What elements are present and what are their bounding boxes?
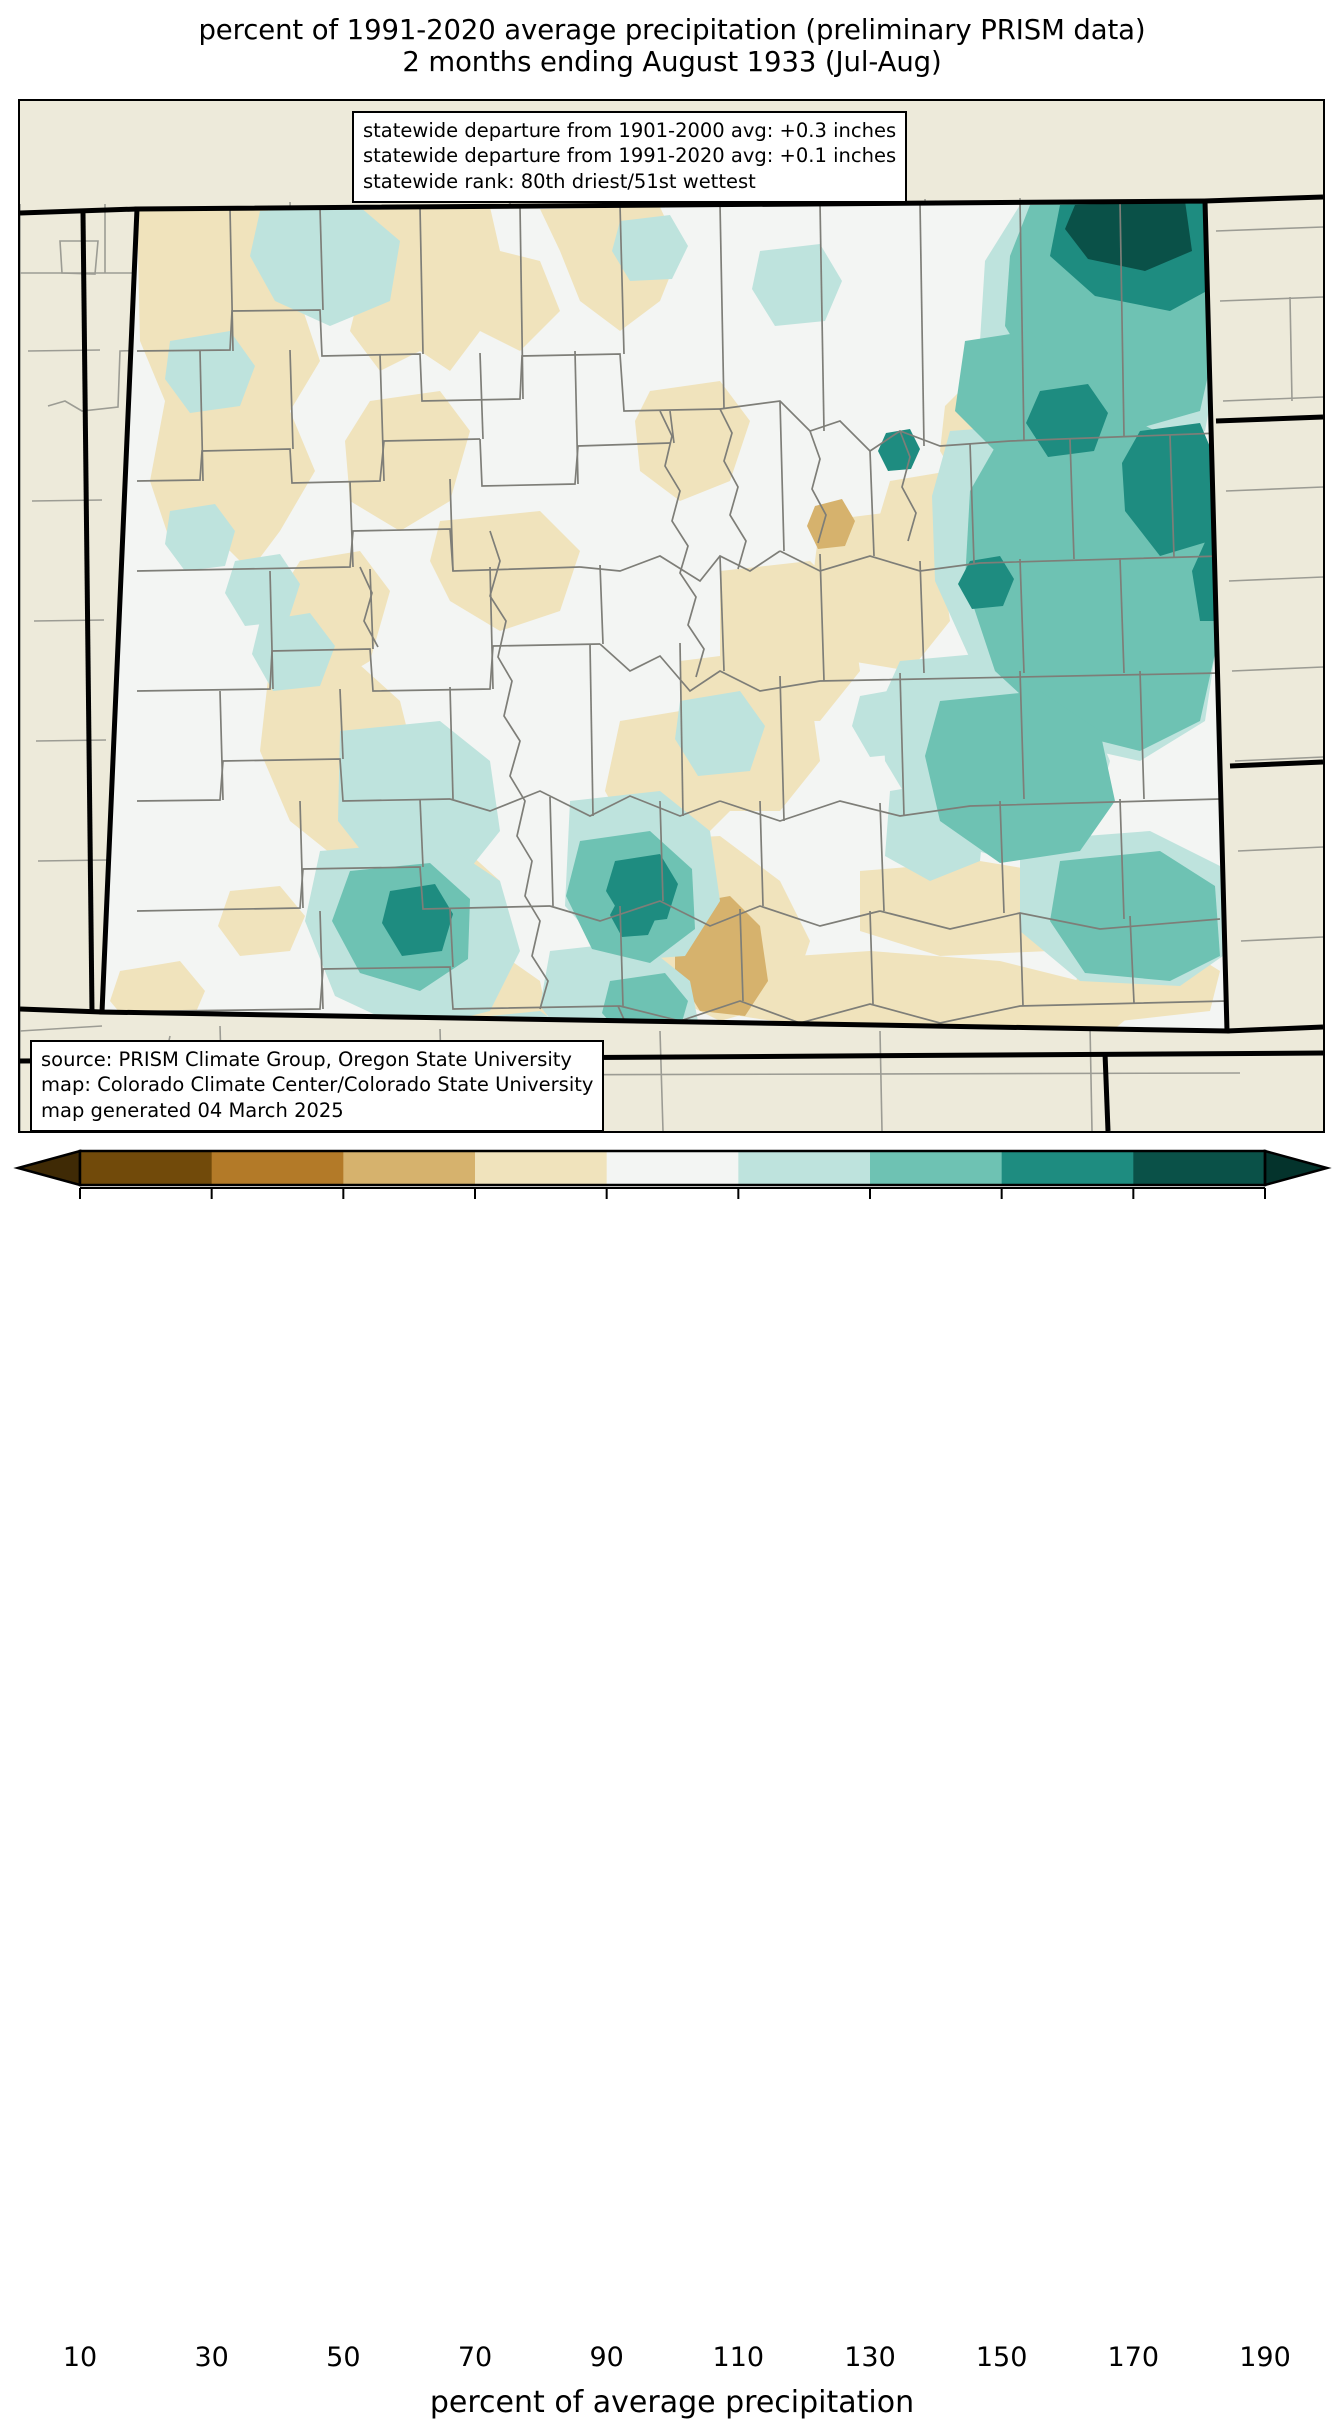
page-title: percent of 1991-2020 average precipitati… (0, 14, 1344, 79)
colorbar-band (343, 1151, 476, 1185)
colorbar-band (80, 1151, 213, 1185)
colorbar-tick-label: 190 (1239, 2342, 1291, 2373)
colorbar-band (475, 1151, 608, 1185)
map-credit-line: map: Colorado Climate Center/Colorado St… (41, 1073, 594, 1097)
contour-band-170-190 (1065, 201, 1192, 271)
colorbar-swatches (13, 1149, 1332, 1199)
colorbar-band (870, 1151, 1003, 1185)
colorbar-band-group (13, 1149, 1332, 1187)
colorbar-arrow-high (1263, 1149, 1332, 1187)
colorbar-outline (78, 1149, 1267, 1187)
stat-departure-1991-2020: statewide departure from 1991-2020 avg: … (363, 144, 897, 168)
colorbar-band (1133, 1151, 1266, 1185)
title-line-1: percent of 1991-2020 average precipitati… (198, 14, 1146, 46)
colorbar-tick-label: 90 (589, 2342, 624, 2373)
colorbar-tick-label: 30 (194, 2342, 229, 2373)
colorbar-band (738, 1151, 871, 1185)
colorbar-tick-label: 10 (62, 2342, 98, 2373)
colorbar-axis-label: percent of average precipitation (429, 2385, 915, 2420)
colorbar-tick-labels: 10 30 50 70 90 110 130 150 170 190 (0, 2342, 1344, 2378)
precipitation-contours (102, 201, 1227, 1031)
colorbar-arrow-low (13, 1149, 82, 1187)
colorbar-tick-label: 110 (712, 2342, 765, 2373)
stat-departure-1901-2000: statewide departure from 1901-2000 avg: … (363, 119, 897, 142)
county-boundaries (102, 201, 1227, 1031)
colorbar-tick-label: 50 (326, 2342, 361, 2373)
source-line: source: PRISM Climate Group, Oregon Stat… (41, 1048, 572, 1071)
map-frame[interactable] (18, 99, 1325, 1133)
colorado-precipitation-map[interactable] (20, 101, 1323, 1131)
colorbar-tick-label: 70 (457, 2342, 493, 2373)
colorbar: 10 30 50 70 90 110 130 150 170 190 percent of ave… (0, 1143, 1344, 2420)
colorbar-tick-label: 150 (975, 2342, 1028, 2373)
colorbar-band (1001, 1151, 1134, 1185)
map-generated-line: map generated 04 March 2025 (41, 1098, 344, 1122)
colorbar-tick-group (79, 1188, 1266, 1199)
colorbar-band (606, 1151, 739, 1185)
stat-statewide-rank: statewide rank: 80th driest/51st wettest (363, 169, 756, 193)
title-line-2: 2 months ending August 1933 (Jul-Aug) (402, 46, 942, 79)
source-credits-box: source: PRISM Climate Group, Oregon Stat… (30, 1040, 605, 1133)
colorbar-tick-label: 130 (844, 2342, 896, 2373)
statewide-stats-box: statewide departure from 1901-2000 avg: … (352, 111, 908, 204)
colorbar-band (211, 1151, 344, 1185)
colorbar-tick-label: 170 (1107, 2342, 1160, 2373)
